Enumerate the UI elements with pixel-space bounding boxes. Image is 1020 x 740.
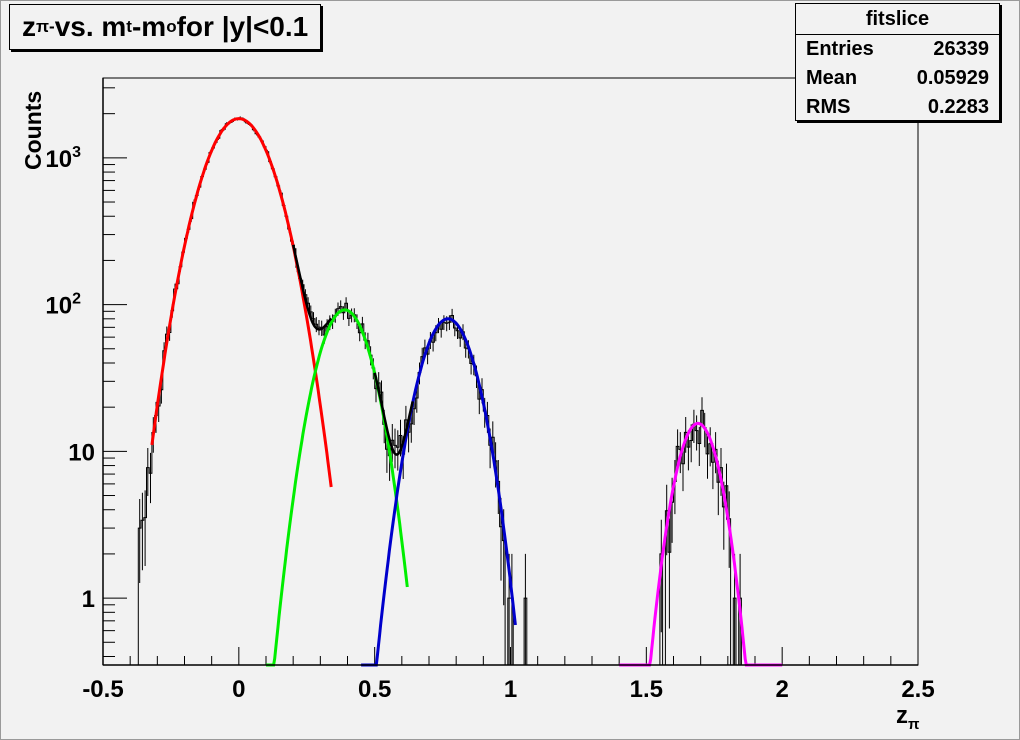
- y-tick-label: 10: [68, 439, 95, 466]
- stats-value: 0.05929: [916, 67, 989, 89]
- stats-value: 26339: [933, 38, 989, 60]
- stats-row-rms: RMS 0.2283: [796, 93, 999, 122]
- stats-name: fitslice: [796, 4, 999, 35]
- title-mid: vs. m: [54, 11, 127, 42]
- x-tick-label: 1: [504, 676, 517, 703]
- y-tick-label: 102: [45, 291, 81, 320]
- x-tick-label: -0.5: [82, 676, 123, 703]
- stats-row-entries: Entries 26339: [796, 35, 999, 64]
- total-fit-segment-1: [291, 244, 333, 331]
- x-tick-label: 1.5: [630, 676, 663, 703]
- stats-row-mean: Mean 0.05929: [796, 64, 999, 93]
- x-tick-label: 0: [232, 676, 245, 703]
- x-axis-label: zπ: [896, 702, 919, 733]
- x-tick-label: 2.5: [901, 676, 934, 703]
- stats-value: 0.2283: [927, 96, 989, 118]
- title-sub-pi: π-: [36, 17, 55, 36]
- stats-label: Mean: [806, 67, 858, 89]
- x-tick-label: 0.5: [358, 676, 391, 703]
- plot-frame: [102, 77, 919, 666]
- title-z: z: [22, 11, 36, 42]
- title-sub-o: o: [166, 17, 177, 36]
- title-mid2: -m: [131, 11, 167, 42]
- stats-label: RMS: [806, 96, 851, 118]
- x-axis-label-main: z: [896, 702, 908, 729]
- fit-curve-3: [361, 317, 517, 667]
- x-tick-label: 2: [775, 676, 788, 703]
- title-sub-t: t: [126, 17, 132, 36]
- total-fit-segment-2: [373, 372, 414, 456]
- x-axis-label-sub: π: [908, 715, 920, 733]
- stats-label: Entries: [806, 38, 874, 60]
- y-axis-label: Counts: [20, 90, 46, 170]
- y-tick-label: 1: [82, 586, 95, 613]
- title-tail: for |y|<0.1: [176, 11, 309, 42]
- stats-box: fitslice Entries 26339 Mean 0.05929 RMS …: [795, 3, 1000, 121]
- chart-title: z π- vs. m t -m o for |y|<0.1: [9, 4, 322, 50]
- y-tick-label: 103: [45, 144, 81, 173]
